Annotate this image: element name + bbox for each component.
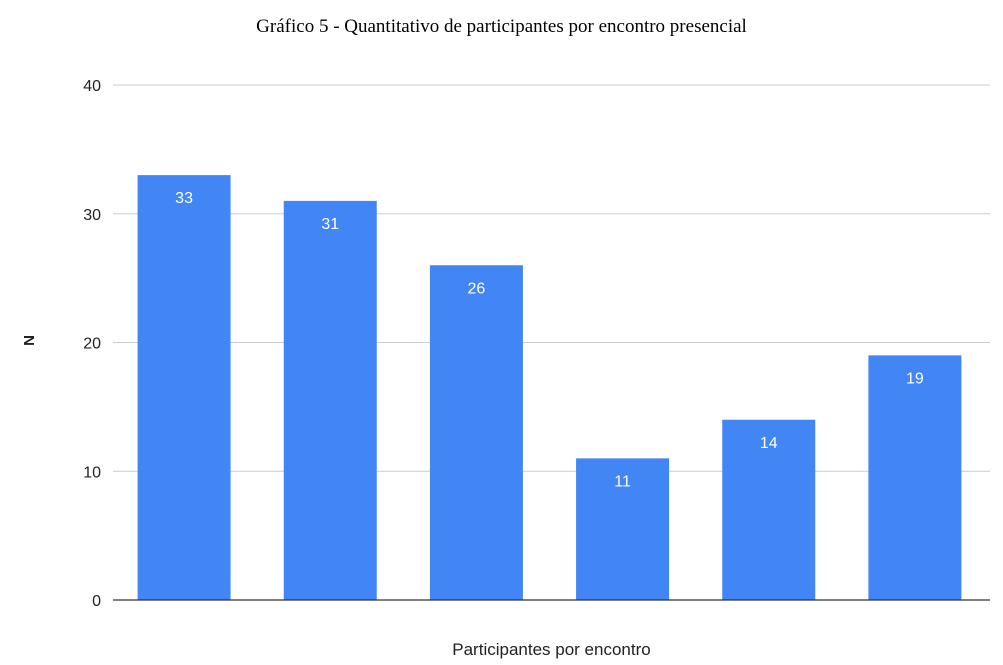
bar — [576, 458, 670, 600]
bar — [429, 265, 523, 600]
bar-data-label: 33 — [175, 190, 193, 207]
x-axis-label: Participantes por encontro — [452, 640, 650, 659]
bar — [137, 175, 231, 600]
data-labels: 33 31 26 11 14 19 — [175, 190, 924, 490]
bars — [137, 175, 962, 600]
y-tick-label: 40 — [83, 78, 101, 95]
chart-title: Gráfico 5 - Quantitativo de participante… — [256, 16, 747, 37]
y-tick-label: 0 — [92, 593, 101, 610]
bar-data-label: 19 — [906, 370, 924, 387]
y-tick-label: 10 — [83, 464, 101, 481]
bar-data-label: 26 — [468, 280, 486, 297]
bar-data-label: 11 — [614, 473, 631, 490]
bar — [868, 355, 962, 600]
bar — [283, 200, 377, 600]
bar-data-label: 14 — [760, 435, 778, 452]
grid-lines — [113, 84, 990, 472]
y-axis-ticks: 0 10 20 30 40 — [83, 78, 101, 610]
y-tick-label: 20 — [83, 336, 101, 353]
y-tick-label: 30 — [83, 207, 101, 224]
bar — [722, 419, 816, 600]
bar-data-label: 31 — [321, 216, 339, 233]
y-axis-label: N — [21, 335, 38, 346]
